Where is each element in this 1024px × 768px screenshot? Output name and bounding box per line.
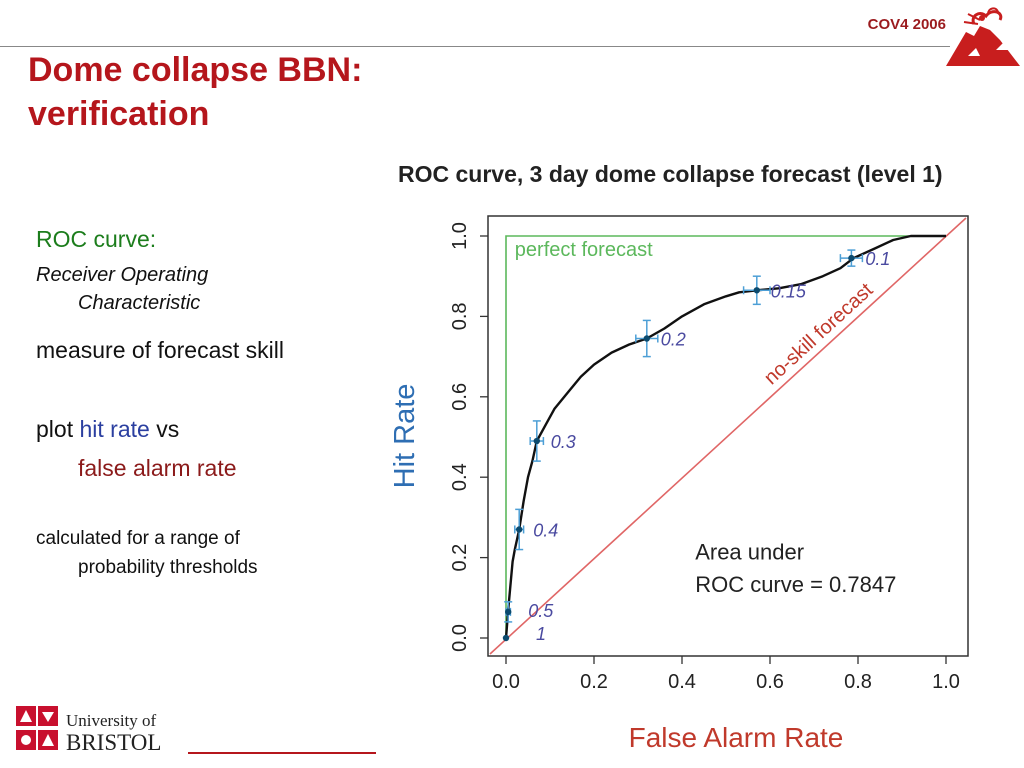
x-tick-label: 1.0 — [932, 671, 960, 693]
threshold-point-0.1: 0.1 — [839, 249, 890, 269]
university-line1: University of — [66, 711, 157, 730]
threshold-label: 1 — [536, 624, 546, 644]
auc-annotation-line1: Area under — [695, 540, 804, 565]
threshold-marker — [502, 634, 510, 642]
threshold-point-1: 1 — [502, 624, 546, 644]
calc-line2: probability thresholds — [78, 557, 258, 578]
header-tag: COV4 2006 — [867, 16, 946, 33]
roc-curve-line — [504, 234, 946, 639]
threshold-point-0.2: 0.2 — [635, 319, 686, 358]
plot-prefix: plot — [36, 416, 80, 442]
threshold-label: 0.3 — [551, 432, 576, 452]
header-divider — [0, 46, 950, 47]
calc-line1: calculated for a range of — [36, 528, 240, 549]
university-of-bristol-logo: University of BRISTOL — [16, 706, 161, 755]
x-tick-label: 0.8 — [844, 671, 872, 693]
roc-chart: ROC curve, 3 day dome collapse forecast … — [380, 150, 1020, 767]
slide-title: Dome collapse BBN: verification — [28, 48, 362, 136]
roc-desc-line2: Characteristic — [78, 292, 201, 314]
threshold-marker — [643, 335, 650, 342]
hit-rate-text: hit rate — [79, 416, 150, 442]
false-alarm-rate-text: false alarm rate — [78, 455, 237, 481]
threshold-marker — [848, 254, 855, 262]
y-tick-label: 0.8 — [449, 302, 471, 330]
threshold-point-0.15: 0.15 — [742, 275, 807, 306]
bullet-list: ROC curve: Receiver Operating Characteri… — [36, 226, 386, 582]
no-skill-forecast-line — [489, 217, 967, 655]
x-tick-label: 0.6 — [756, 671, 784, 693]
y-tick-label: 0.2 — [449, 544, 471, 572]
bullet-roc-heading: ROC curve: — [36, 226, 157, 252]
threshold-marker — [533, 437, 540, 445]
threshold-label: 0.1 — [865, 249, 890, 269]
university-of-bristol-crest-icon — [16, 706, 58, 750]
threshold-point-0.3: 0.3 — [529, 420, 576, 462]
slide-title-line2: verification — [28, 95, 210, 133]
threshold-point-0.4: 0.4 — [514, 508, 558, 551]
y-tick-label: 0.0 — [449, 624, 471, 652]
threshold-label: 0.5 — [528, 601, 554, 621]
chart-title: ROC curve, 3 day dome collapse forecast … — [398, 161, 943, 187]
auc-annotation-line2: ROC curve = 0.7847 — [695, 572, 896, 597]
threshold-label: 0.15 — [771, 281, 807, 301]
roc-desc-line1: Receiver Operating — [36, 264, 209, 286]
vs-text: vs — [149, 416, 180, 442]
bullet-calculated: calculated for a range of probability th… — [36, 524, 386, 582]
bullet-measure: measure of forecast skill — [36, 337, 284, 363]
y-tick-label: 0.6 — [449, 383, 471, 411]
footer-accent-line — [188, 752, 376, 754]
y-tick-label: 1.0 — [449, 222, 471, 250]
slide-title-line1: Dome collapse BBN: — [28, 51, 363, 89]
perfect-forecast-label: perfect forecast — [515, 239, 653, 261]
threshold-label: 0.2 — [661, 330, 686, 350]
x-tick-label: 0.4 — [668, 671, 696, 693]
bullet-roc-description: Receiver Operating Characteristic — [36, 261, 386, 317]
threshold-label: 0.4 — [533, 520, 558, 540]
axis-layer: 0.0 0.2 0.4 0.6 0.8 1.0 0.0 0.2 0.4 0.6 0.8 1.0 — [449, 222, 960, 693]
university-line2: BRISTOL — [66, 730, 161, 755]
threshold-marker — [516, 526, 523, 533]
y-tick-label: 0.4 — [449, 463, 471, 491]
x-tick-label: 0.0 — [492, 671, 520, 693]
perfect-forecast-line — [505, 235, 946, 638]
plot-frame — [487, 215, 969, 657]
threshold-point-0.5: 0.5 — [504, 601, 554, 623]
roc-chart-svg: ROC curve, 3 day dome collapse forecast … — [389, 161, 969, 753]
threshold-marker — [505, 608, 512, 616]
y-axis-label: Hit Rate — [389, 384, 421, 489]
volcano-logo-icon — [946, 7, 1020, 66]
threshold-marker — [753, 287, 760, 294]
x-axis-label: False Alarm Rate — [629, 722, 844, 753]
x-tick-label: 0.2 — [580, 671, 608, 693]
bullet-plot: plot hit rate vs — [36, 416, 386, 443]
